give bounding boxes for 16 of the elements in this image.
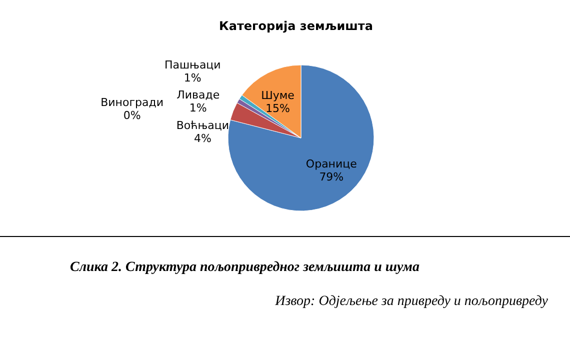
slice-label: Пашњаци: [164, 58, 221, 72]
data-label: 4%: [194, 132, 212, 146]
slice-label: Ливаде: [176, 88, 220, 102]
text: Слика 2. Структура пољопривредног земљишта и шума: [70, 260, 420, 276]
category-label: Виногради: [100, 96, 164, 110]
chart-title: Категорија земљишта: [219, 19, 373, 33]
slice-label: Шуме: [261, 88, 295, 102]
data-label: 1%: [184, 71, 202, 84]
data-label: 1%: [189, 102, 207, 115]
pie-slice: [228, 64, 374, 212]
text: Извор: Одјељење за привреду и пољопривреду: [275, 294, 548, 310]
data-label: 15%: [266, 102, 290, 115]
slice-label: Воћњаци: [176, 119, 230, 132]
slice-label: Оранице: [306, 158, 358, 171]
text: 0%: [123, 109, 141, 122]
data-label: 79%: [319, 170, 344, 184]
